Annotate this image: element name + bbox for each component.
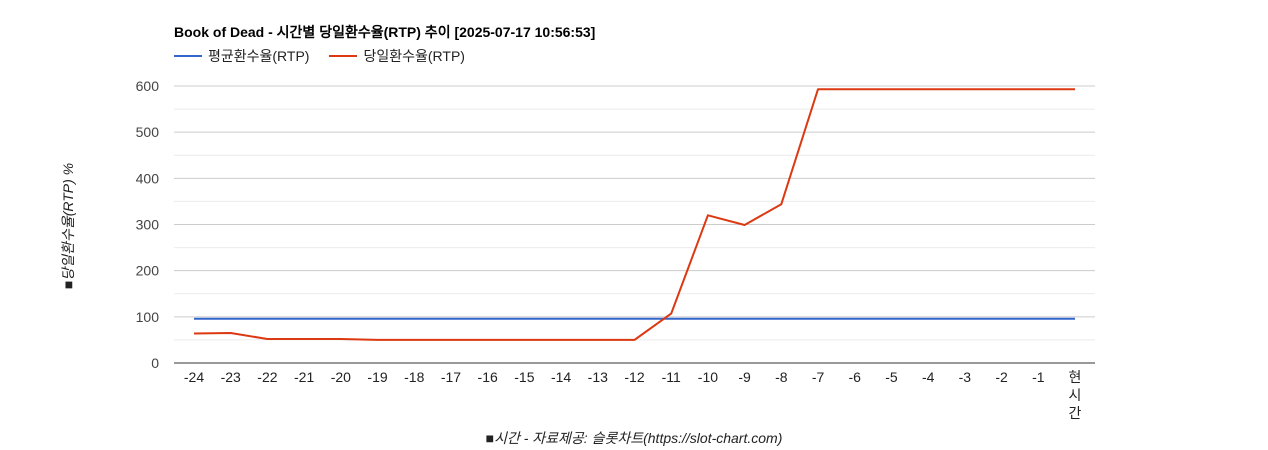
- legend-item-avg[interactable]: 평균환수율(RTP): [174, 46, 309, 66]
- y-tick-label: 100: [136, 309, 160, 325]
- y-tick-label: 0: [151, 355, 159, 371]
- chart-title: Book of Dead - 시간별 당일환수율(RTP) 추이 [2025-0…: [174, 24, 596, 40]
- x-tick-label: -13: [588, 369, 608, 385]
- x-tick-label: -4: [922, 369, 935, 385]
- x-tick-label: -23: [221, 369, 241, 385]
- y-tick-label: 400: [136, 170, 160, 186]
- x-tick-label: -14: [551, 369, 571, 385]
- legend-label-avg: 평균환수율(RTP): [208, 48, 310, 64]
- x-tick-label: -17: [441, 369, 461, 385]
- chart-legend: 평균환수율(RTP) 당일환수율(RTP): [174, 46, 485, 66]
- x-tick-label: -16: [478, 369, 498, 385]
- x-axis-title: ■시간 - 자료제공: 슬롯차트(https://slot-chart.com): [485, 430, 783, 446]
- x-tick-label: -8: [775, 369, 788, 385]
- x-tick-label: -18: [404, 369, 424, 385]
- x-tick-label: -9: [738, 369, 751, 385]
- x-tick-label: -11: [662, 369, 681, 385]
- x-tick-label: -1: [1032, 369, 1045, 385]
- x-tick-label: -24: [184, 369, 204, 385]
- legend-item-daily[interactable]: 당일환수율(RTP): [329, 46, 465, 66]
- x-tick-label: -22: [257, 369, 277, 385]
- y-tick-label: 300: [136, 217, 160, 233]
- x-tick-label: -3: [959, 369, 972, 385]
- y-tick-label: 200: [136, 263, 160, 279]
- x-tick-label: -7: [812, 369, 825, 385]
- y-tick-label: 500: [136, 124, 160, 140]
- x-tick-label: -21: [294, 369, 314, 385]
- x-tick-label: -6: [849, 369, 862, 385]
- legend-swatch-daily: [329, 55, 358, 57]
- x-tick-label: -20: [331, 369, 351, 385]
- y-tick-label: 600: [136, 78, 160, 94]
- x-tick-label: -5: [885, 369, 898, 385]
- x-tick-label: -12: [624, 369, 644, 385]
- y-axis-title: ■당일환수율(RTP) %: [60, 162, 76, 290]
- x-tick-label: -15: [514, 369, 534, 385]
- x-tick-label: -19: [367, 369, 387, 385]
- legend-label-daily: 당일환수율(RTP): [363, 48, 465, 64]
- x-tick-label: -10: [698, 369, 718, 385]
- series-line-daily: [193, 88, 1075, 341]
- legend-swatch-avg: [174, 55, 202, 57]
- x-tick-label: -2: [995, 369, 1008, 385]
